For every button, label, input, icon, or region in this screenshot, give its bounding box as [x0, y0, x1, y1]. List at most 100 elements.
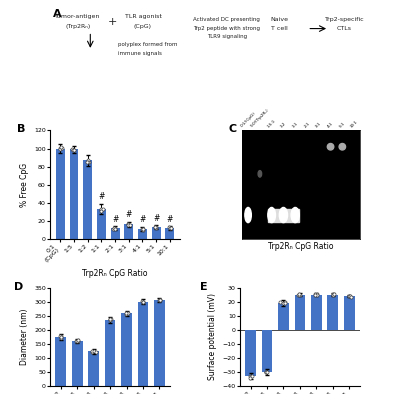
Bar — [111, 228, 120, 239]
Point — [157, 297, 163, 303]
Point — [73, 338, 80, 344]
Bar — [268, 208, 299, 221]
Point — [93, 349, 99, 355]
Y-axis label: % Free CpG: % Free CpG — [20, 163, 28, 207]
Text: Activated DC presenting: Activated DC presenting — [193, 17, 260, 22]
Text: #: # — [167, 214, 173, 223]
Bar — [56, 337, 66, 386]
Text: Naive: Naive — [270, 17, 288, 22]
Bar — [152, 227, 160, 239]
Point — [69, 146, 76, 152]
Point — [71, 147, 78, 153]
Point — [70, 147, 77, 153]
Bar — [294, 295, 305, 330]
Point — [83, 159, 90, 165]
Point — [167, 225, 173, 231]
Point — [58, 335, 64, 341]
Point — [140, 299, 146, 305]
Ellipse shape — [245, 208, 251, 223]
Point — [153, 224, 159, 230]
Point — [107, 317, 113, 323]
Point — [156, 297, 162, 303]
Point — [346, 292, 352, 299]
Point — [152, 224, 159, 230]
Point — [263, 368, 270, 375]
Text: 5:1: 5:1 — [339, 121, 346, 128]
Bar — [88, 351, 99, 386]
Point — [246, 375, 253, 381]
Point — [248, 373, 254, 379]
Point — [248, 373, 255, 379]
Point — [263, 369, 270, 375]
Text: A: A — [53, 9, 62, 19]
Bar — [311, 295, 322, 330]
Point — [346, 292, 352, 299]
Ellipse shape — [339, 143, 346, 150]
Point — [100, 205, 106, 212]
Text: Trp2 peptide with strong: Trp2 peptide with strong — [193, 26, 260, 31]
Point — [167, 225, 173, 231]
Ellipse shape — [291, 208, 299, 223]
Ellipse shape — [327, 143, 334, 150]
Point — [124, 309, 131, 316]
Point — [123, 310, 129, 317]
Text: (CpG): (CpG) — [134, 24, 152, 29]
Point — [330, 292, 337, 298]
Point — [282, 299, 288, 306]
Point — [296, 292, 302, 298]
Text: 5:0/(Trp2Rₙ): 5:0/(Trp2Rₙ) — [250, 108, 270, 128]
Point — [277, 299, 284, 305]
Text: Tumor-antigen: Tumor-antigen — [55, 14, 100, 19]
Point — [330, 291, 336, 297]
Bar — [124, 225, 133, 239]
Point — [58, 145, 65, 151]
Point — [126, 221, 133, 228]
Point — [57, 145, 63, 151]
Point — [314, 291, 320, 297]
Text: (Trp2Rₙ): (Trp2Rₙ) — [65, 24, 90, 29]
Text: 2:1: 2:1 — [303, 121, 311, 128]
Point — [75, 338, 82, 344]
Point — [84, 158, 91, 165]
Ellipse shape — [268, 208, 276, 223]
Text: polyplex formed from: polyplex formed from — [118, 42, 178, 47]
Point — [295, 292, 301, 298]
Point — [124, 310, 130, 316]
Point — [57, 145, 63, 152]
Bar — [121, 314, 132, 386]
Point — [112, 225, 118, 231]
Point — [314, 292, 320, 298]
Text: #: # — [126, 210, 132, 219]
Bar — [262, 330, 272, 372]
Y-axis label: Diameter (nm): Diameter (nm) — [20, 309, 28, 365]
Bar — [165, 228, 174, 239]
Point — [297, 292, 303, 298]
Text: 10:1: 10:1 — [350, 119, 359, 128]
Bar — [138, 229, 147, 239]
Point — [122, 310, 129, 316]
Point — [57, 333, 63, 340]
Text: 1:1: 1:1 — [292, 121, 299, 128]
Bar — [278, 303, 289, 330]
Point — [125, 221, 131, 227]
Text: 0:1/(CpG): 0:1/(CpG) — [240, 112, 256, 128]
Bar — [328, 295, 338, 330]
Point — [280, 300, 286, 306]
Text: 4:1: 4:1 — [327, 121, 334, 128]
Text: #: # — [139, 216, 146, 225]
Point — [140, 299, 146, 305]
Point — [74, 338, 81, 344]
X-axis label: Trp2Rₙ CpG Ratio: Trp2Rₙ CpG Ratio — [82, 269, 148, 278]
Point — [84, 157, 91, 163]
Point — [263, 369, 269, 375]
Bar — [70, 149, 78, 239]
Text: +: + — [107, 17, 117, 27]
Point — [157, 297, 163, 303]
Ellipse shape — [279, 208, 288, 223]
Text: #: # — [112, 214, 118, 223]
Text: 1.5:1: 1.5:1 — [267, 118, 277, 128]
Point — [140, 227, 146, 233]
Bar — [56, 149, 65, 239]
Point — [111, 225, 117, 231]
Point — [89, 348, 95, 355]
